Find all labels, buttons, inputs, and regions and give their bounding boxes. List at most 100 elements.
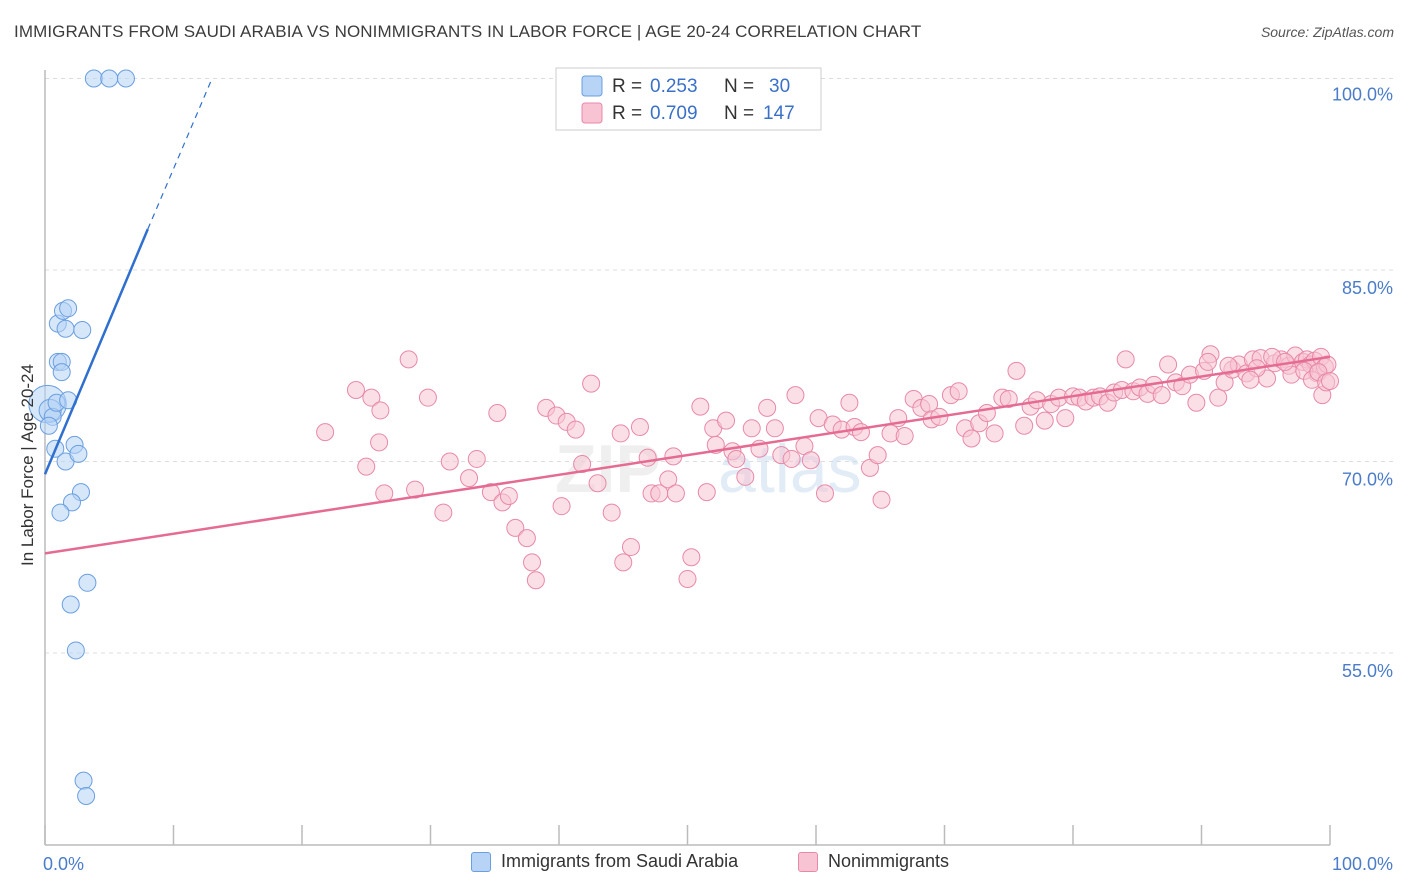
pink-point-56 bbox=[782, 449, 801, 468]
axes bbox=[44, 70, 1331, 846]
pink-point-21 bbox=[526, 571, 545, 590]
bottom-legend-blue-swatch bbox=[471, 851, 491, 872]
blue-point-26 bbox=[84, 69, 103, 88]
legend-blue-n-value: 30 bbox=[769, 76, 790, 97]
pink-point-83 bbox=[977, 403, 996, 422]
pink-point-79 bbox=[949, 382, 968, 401]
pink-trend-line bbox=[44, 355, 1331, 555]
pink-point-41 bbox=[682, 548, 701, 567]
pink-point-40 bbox=[666, 484, 685, 503]
pink-point-103 bbox=[1116, 350, 1135, 369]
blue-series-points bbox=[28, 69, 135, 805]
pink-point-0 bbox=[316, 423, 335, 442]
pink-point-51 bbox=[742, 419, 761, 438]
blue-point-16 bbox=[73, 321, 92, 340]
pink-point-72 bbox=[895, 426, 914, 445]
pink-point-147 bbox=[1219, 356, 1238, 375]
pink-point-30 bbox=[602, 503, 621, 522]
pink-point-116 bbox=[1209, 388, 1228, 407]
blue-point-15 bbox=[56, 319, 75, 338]
pink-point-69 bbox=[872, 490, 891, 509]
pink-point-59 bbox=[801, 451, 820, 470]
legend-blue-r-label: R = bbox=[612, 76, 642, 97]
y-axis-label: In Labor Force | Age 20-24 bbox=[18, 364, 37, 566]
blue-point-28 bbox=[116, 69, 135, 88]
blue-point-23 bbox=[66, 641, 85, 660]
pink-point-146 bbox=[1241, 370, 1260, 389]
legend-pink-n-label: N = bbox=[724, 103, 754, 124]
blue-point-14 bbox=[59, 299, 78, 318]
y-tick-labels: 55.0% 70.0% 85.0% 100.0% bbox=[1332, 85, 1393, 682]
pink-point-47 bbox=[717, 411, 736, 430]
pink-point-91 bbox=[1035, 411, 1054, 430]
pink-point-6 bbox=[370, 433, 389, 452]
watermark-atlas: atlas bbox=[718, 431, 862, 507]
pink-point-66 bbox=[851, 423, 870, 442]
blue-point-22 bbox=[61, 595, 80, 614]
legend-pink-r-label: R = bbox=[612, 103, 642, 124]
blue-point-21 bbox=[78, 573, 97, 592]
pink-point-87 bbox=[1007, 361, 1026, 380]
y-tick-label-3: 100.0% bbox=[1332, 85, 1393, 105]
chart-title: IMMIGRANTS FROM SAUDI ARABIA VS NONIMMIG… bbox=[14, 22, 922, 41]
pink-point-53 bbox=[758, 398, 777, 417]
pink-point-8 bbox=[406, 480, 425, 499]
correlation-legend: R = 0.253 N = 30 R = 0.709 N = 147 bbox=[555, 67, 822, 131]
blue-point-19 bbox=[62, 493, 81, 512]
pink-point-61 bbox=[815, 484, 834, 503]
pink-point-148 bbox=[1198, 352, 1217, 371]
pink-point-50 bbox=[736, 467, 755, 486]
y-tick-label-2: 85.0% bbox=[1342, 278, 1393, 298]
pink-point-38 bbox=[659, 470, 678, 489]
y-tick-label-1: 70.0% bbox=[1342, 470, 1393, 490]
bottom-legend-pink-label: Nonimmigrants bbox=[828, 851, 950, 871]
pink-point-109 bbox=[1159, 355, 1178, 374]
legend-pink-n-value: 147 bbox=[763, 103, 795, 124]
pink-point-11 bbox=[434, 503, 453, 522]
pink-point-9 bbox=[418, 388, 437, 407]
pink-point-28 bbox=[582, 374, 601, 393]
pink-point-57 bbox=[786, 386, 805, 405]
pink-point-24 bbox=[552, 497, 571, 516]
pink-point-32 bbox=[621, 538, 640, 557]
pink-point-14 bbox=[481, 483, 500, 502]
pink-point-34 bbox=[630, 418, 649, 437]
pink-point-31 bbox=[611, 424, 630, 443]
pink-point-12 bbox=[460, 469, 479, 488]
pink-point-54 bbox=[765, 419, 784, 438]
bottom-legend-blue-label: Immigrants from Saudi Arabia bbox=[501, 851, 739, 871]
bottom-legend: Immigrants from Saudi Arabia Nonimmigran… bbox=[0, 851, 1406, 879]
x-tick-label-left: 0.0% bbox=[43, 854, 84, 874]
pink-point-43 bbox=[691, 397, 710, 416]
blue-point-3 bbox=[39, 416, 58, 435]
pink-point-15 bbox=[488, 403, 507, 422]
pink-point-4 bbox=[371, 401, 390, 420]
source-label: Source: ZipAtlas.com bbox=[1260, 24, 1394, 40]
blue-point-8 bbox=[69, 444, 88, 463]
pink-point-29 bbox=[588, 474, 607, 493]
x-tick-label-right: 100.0% bbox=[1332, 854, 1393, 874]
pink-series-points bbox=[316, 345, 1339, 590]
pink-point-113 bbox=[1187, 393, 1206, 412]
pink-point-64 bbox=[840, 393, 859, 412]
pink-point-86 bbox=[999, 389, 1018, 408]
pink-point-81 bbox=[962, 429, 981, 448]
pink-point-94 bbox=[1056, 409, 1075, 428]
bottom-legend-blue: Immigrants from Saudi Arabia bbox=[471, 851, 738, 872]
pink-point-1 bbox=[346, 381, 365, 400]
trend-lines bbox=[43, 78, 1331, 555]
legend-blue-n-label: N = bbox=[724, 76, 754, 97]
pink-point-20 bbox=[523, 553, 542, 572]
legend-pink-swatch bbox=[581, 102, 603, 124]
blue-point-27 bbox=[100, 69, 119, 88]
grid-lines bbox=[45, 78, 1395, 654]
pink-point-108 bbox=[1152, 386, 1171, 405]
legend-blue-swatch bbox=[581, 75, 603, 97]
pink-point-13 bbox=[467, 449, 486, 468]
pink-point-144 bbox=[1321, 372, 1339, 391]
blue-point-24 bbox=[74, 771, 93, 790]
pink-point-42 bbox=[678, 569, 697, 588]
bottom-legend-pink-swatch bbox=[798, 851, 818, 872]
pink-point-3 bbox=[357, 457, 376, 476]
